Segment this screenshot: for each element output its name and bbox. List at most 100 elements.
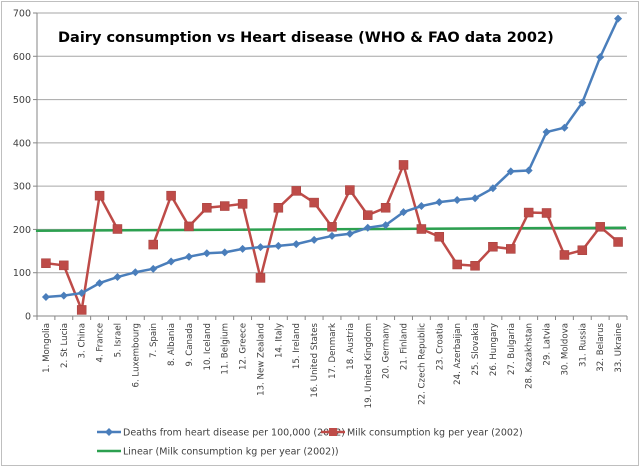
heart-disease-point — [77, 289, 86, 298]
x-category-label: 33. Ukraine — [614, 323, 624, 373]
x-category-label: 4. France — [96, 323, 106, 363]
milk-consumption-point — [434, 232, 445, 242]
heart-disease-deaths-line — [45, 18, 620, 299]
heart-disease-point — [113, 273, 122, 282]
trendline-legend-label: Linear (Milk consumption kg per year (20… — [123, 447, 339, 458]
heart-disease-point — [381, 221, 390, 230]
milk-consumption-point — [345, 185, 355, 195]
heart-disease-point — [184, 252, 193, 261]
heart-disease-point — [596, 53, 605, 62]
heart-disease-point — [59, 291, 68, 300]
milk-consumption-point — [309, 197, 319, 208]
milk-consumption-point — [380, 203, 391, 213]
milk-consumption-point — [470, 261, 480, 271]
x-category-label: 24. Azerbaijan — [453, 323, 463, 385]
milk-consumption-point — [363, 210, 373, 220]
milk-consumption-point — [184, 221, 194, 232]
heart-disease-point — [149, 264, 158, 273]
x-axis — [36, 315, 628, 320]
x-category-label: 1. Mongolia — [42, 323, 52, 373]
x-category-label: 28. Kazakhstan — [525, 323, 535, 389]
y-axis-tick-labels: 0 100 200 300 400 500 600 700 — [13, 9, 38, 323]
heart-disease-point — [399, 208, 408, 217]
milk-consumption-point — [559, 250, 570, 260]
heart-disease-point — [363, 223, 372, 232]
y-tick-label: 400 — [13, 138, 31, 149]
y-tick-label: 100 — [13, 268, 31, 279]
x-category-label: 21. Finland — [400, 323, 410, 370]
heart-disease-point — [471, 194, 480, 203]
x-category-label: 14. Italy — [274, 323, 284, 358]
x-category-label: 16. United States — [310, 322, 320, 397]
heart-disease-point — [202, 249, 211, 258]
milk-consumption-point — [94, 190, 105, 201]
x-category-label: 23. Croatia — [435, 323, 445, 370]
x-category-label: 26. Hungary — [489, 323, 499, 376]
heart-disease-point — [345, 229, 354, 238]
x-category-label: 5. Israel — [113, 323, 123, 357]
heart-disease-point — [292, 240, 301, 249]
heart-disease-point — [542, 128, 551, 137]
heart-disease-legend-label: Deaths from heart disease per 100,000 (2… — [123, 428, 345, 439]
heart-disease-point — [578, 98, 587, 107]
milk-consumption-point — [398, 160, 409, 170]
milk-consumption-point — [41, 258, 51, 268]
x-category-label: 20. Germany — [382, 323, 392, 379]
series-group — [35, 14, 627, 315]
x-category-label: 2. St Lucia — [60, 323, 70, 368]
x-category-label: 22. Czech Republic — [417, 323, 427, 405]
heart-disease-point — [238, 244, 247, 253]
milk-consumption-point — [506, 244, 516, 254]
milk-consumption-point — [76, 305, 87, 315]
milk-consumption-point — [452, 259, 462, 270]
milk-consumption-legend-label: Milk consumption kg per year (2002) — [347, 428, 523, 439]
heart-disease-point — [131, 268, 140, 277]
milk-consumption-point — [416, 224, 427, 234]
x-category-label: 11. Belgium — [221, 323, 231, 375]
x-category-label: 30. Moldova — [560, 323, 570, 376]
x-category-label: 27. Bulgaria — [507, 323, 517, 375]
x-category-label: 9. Canada — [185, 323, 195, 367]
x-category-label: 6. Luxembourg — [131, 323, 141, 388]
milk-consumption-point — [577, 245, 588, 255]
heart-disease-point — [41, 292, 50, 301]
chart-title: Dairy consumption vs Heart disease (WHO … — [58, 30, 554, 46]
x-axis-category-labels: 1. Mongolia 2. St Lucia 3. China 4. France 5… — [42, 322, 624, 408]
x-category-label: 7. Spain — [149, 323, 159, 358]
heart-disease-point — [310, 235, 319, 244]
milk-consumption-point — [202, 203, 212, 213]
heart-disease-point — [506, 167, 515, 176]
y-tick-label: 500 — [13, 95, 31, 106]
y-tick-label: 600 — [13, 52, 31, 63]
milk-consumption-point — [148, 239, 158, 250]
milk-consumption-legend-marker — [329, 428, 337, 436]
heart-disease-point — [274, 241, 283, 250]
heart-disease-point — [524, 166, 533, 175]
heart-disease-point — [417, 202, 426, 211]
milk-consumption-point — [541, 208, 552, 218]
heart-disease-point — [488, 184, 497, 193]
y-tick-label: 700 — [13, 9, 31, 20]
milk-consumption-point — [488, 241, 498, 252]
milk-consumption-point — [166, 190, 176, 201]
milk-consumption-point — [613, 237, 623, 247]
milk-consumption-point — [59, 260, 69, 271]
milk-consumption-point — [327, 222, 337, 232]
x-category-label: 18. Austria — [346, 323, 356, 370]
y-tick-label: 200 — [13, 225, 31, 236]
heart-disease-point — [256, 243, 265, 252]
milk-consumption-point — [255, 273, 266, 283]
heart-disease-point — [220, 248, 229, 257]
milk-consumption-point — [112, 224, 123, 234]
x-category-label: 19. United Kingdom — [364, 323, 374, 408]
legend: Deaths from heart disease per 100,000 (2… — [97, 428, 523, 458]
heart-disease-point — [167, 257, 176, 266]
x-category-label: 25. Slovakia — [471, 323, 481, 375]
x-category-label: 15. Ireland — [292, 323, 302, 369]
x-category-label: 10. Iceland — [203, 323, 213, 371]
x-category-label: 17. Denmark — [328, 323, 338, 379]
x-category-label: 13. New Zealand — [256, 323, 266, 396]
x-category-label: 32. Belarus — [596, 322, 606, 371]
